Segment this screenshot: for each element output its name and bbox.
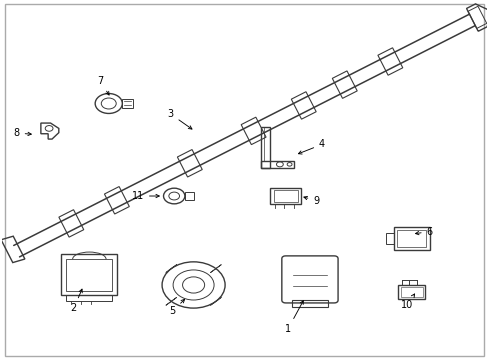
- Bar: [261, 161, 294, 167]
- Bar: [291, 300, 328, 307]
- Text: 7: 7: [97, 76, 109, 95]
- Bar: [184, 193, 193, 199]
- Bar: [261, 127, 270, 167]
- Text: 10: 10: [400, 294, 414, 310]
- Text: 8: 8: [14, 128, 31, 138]
- Text: 11: 11: [131, 191, 159, 201]
- Bar: [385, 233, 393, 244]
- Bar: [66, 259, 112, 291]
- Bar: [122, 99, 133, 108]
- Text: 1: 1: [285, 301, 303, 334]
- Text: 4: 4: [298, 139, 325, 154]
- Bar: [66, 295, 112, 301]
- Bar: [61, 254, 117, 295]
- Bar: [398, 285, 424, 299]
- Text: 6: 6: [415, 226, 432, 237]
- Text: 3: 3: [167, 109, 192, 129]
- Bar: [273, 190, 297, 202]
- Bar: [269, 188, 301, 204]
- Bar: [400, 287, 422, 297]
- Bar: [393, 227, 429, 250]
- Bar: [397, 230, 425, 247]
- Text: 2: 2: [71, 289, 82, 313]
- Text: 9: 9: [303, 195, 319, 206]
- Text: 5: 5: [169, 300, 184, 316]
